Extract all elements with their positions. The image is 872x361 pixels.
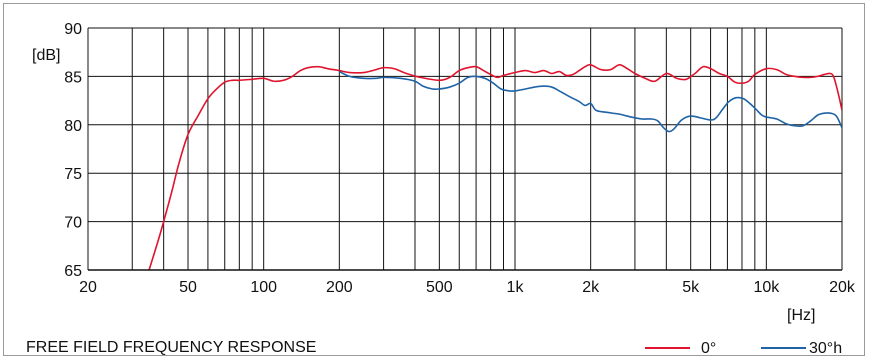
legend-label: 0° [701,340,716,356]
axes [87,28,842,271]
chart-frame: 65 70 75 80 85 90 20 50 100 200 500 1k 2k 5k 10k 20k [d… [3,3,865,356]
series-line [148,63,842,270]
x-tick-label: 50 [179,279,197,296]
series-line [338,70,842,133]
x-tick-label: 2k [582,279,600,296]
legend: 0° 30°h [645,340,842,356]
x-tick-label: 20 [79,279,97,296]
tick-labels: 65 70 75 80 85 90 20 50 100 200 500 1k 2k 5k 10k 20k [64,21,856,296]
x-tick-label: 20k [829,279,856,296]
series-lines [148,63,842,270]
x-tick-label: 100 [250,279,277,296]
x-tick-label: 5k [682,279,700,296]
y-tick-label: 85 [64,69,82,86]
x-tick-label: 1k [507,279,525,296]
y-tick-label: 70 [64,215,82,232]
y-tick-label: 65 [64,263,82,280]
frequency-response-chart: 65 70 75 80 85 90 20 50 100 200 500 1k 2k 5k 10k 20k [d… [26,21,856,356]
x-tick-label: 200 [326,279,353,296]
y-tick-label: 90 [64,21,82,38]
x-tick-label: 10k [753,279,780,296]
legend-label: 30°h [809,340,842,356]
y-tick-label: 80 [64,118,82,135]
y-tick-label: 75 [64,166,82,183]
chart-title: FREE FIELD FREQUENCY RESPONSE [26,339,316,356]
grid [87,27,843,271]
y-axis-label: [dB] [32,47,60,64]
x-tick-label: 500 [426,279,453,296]
x-axis-label: [Hz] [787,307,815,324]
